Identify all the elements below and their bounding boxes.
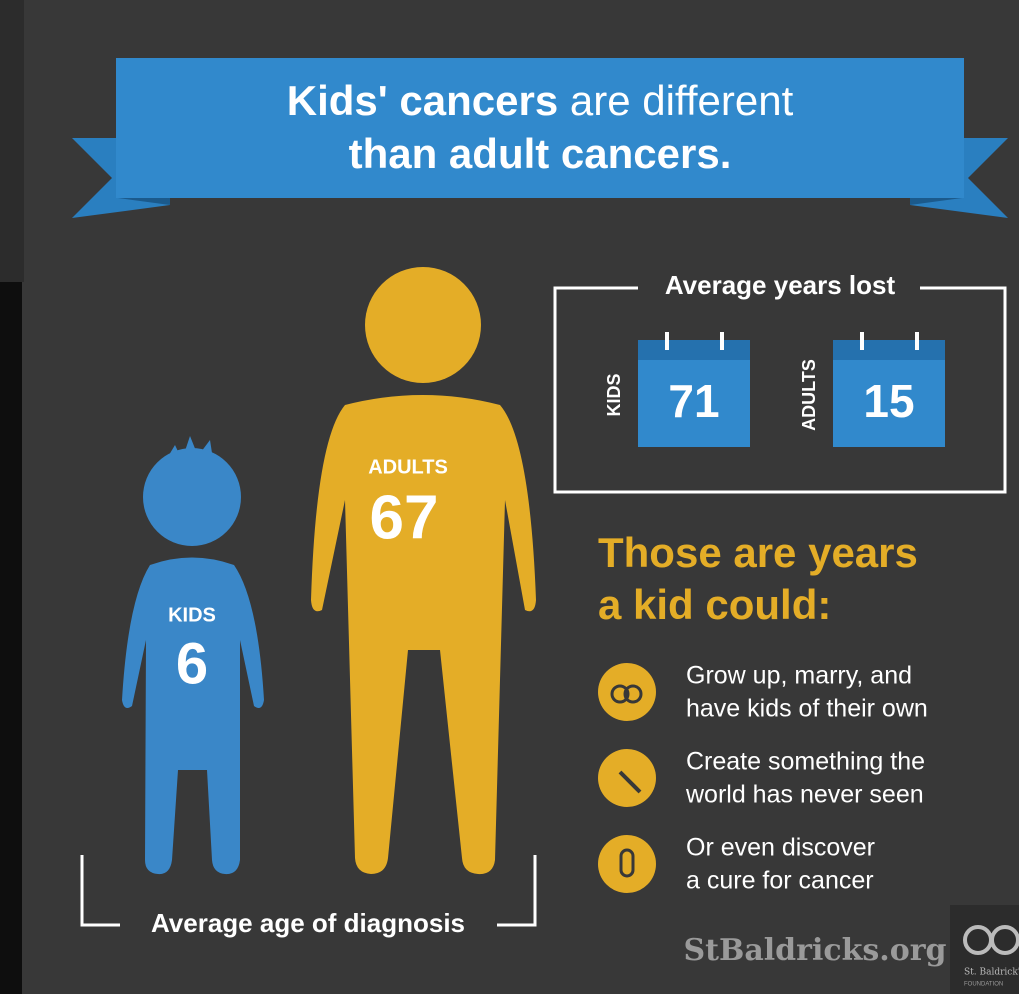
kid-body [122,557,264,875]
adults-years: 15 [863,375,914,427]
ribbon-fold-right [910,198,962,205]
kids-years: 71 [668,375,719,427]
years-label: Average years lost [665,270,896,300]
item-text: world has never seen [685,781,924,809]
logo-text: St. Baldrick's [964,968,1019,978]
possibilities-title: Those are years [598,529,918,576]
title-line-2: than adult cancers. [349,130,732,177]
item-text: Or even discover [686,834,875,862]
icon-rings-glyph [623,684,643,704]
adult-age: 67 [370,483,439,552]
icon-tube [598,835,656,893]
calendar-kids-top [638,340,750,360]
kid-label: KIDS [168,604,216,626]
icon-tube-glyph [619,848,635,878]
calendar-ring [860,332,864,350]
possibilities-title: a kid could: [598,581,831,628]
kids-years-label: KIDS [604,373,624,416]
adults-years-label: ADULTS [799,359,819,431]
edge-left [0,282,22,994]
icon-wand-glyph [618,770,642,794]
adult-head [365,267,481,383]
footer-site: StBaldricks.org [683,933,946,968]
bracket-right [497,855,537,927]
logo-mark [990,925,1019,955]
item-text: Grow up, marry, and [686,662,912,690]
calendar-ring [915,332,919,350]
kid-head [143,448,241,546]
title-line-1: Kids' cancers are different [287,77,794,124]
item-text: have kids of their own [686,695,928,723]
icon-rings-glyph [610,684,630,704]
calendar-ring [665,332,669,350]
title-bold: Kids' cancers [287,77,558,124]
years-label-bg [638,272,920,302]
item-text: Create something the [686,748,925,776]
item-text: a cure for cancer [686,867,874,895]
logo-sub: FOUNDATION [964,982,1003,988]
ribbon-fold-left [118,198,170,205]
age-label: Average age of diagnosis [151,908,465,938]
calendar-adults-top [833,340,945,360]
title-rest: are different [558,77,793,124]
adult-body [311,395,536,875]
bracket-left [80,855,120,927]
adult-label: ADULTS [368,456,448,478]
edge-top [0,0,24,282]
banner [116,58,964,198]
kid-age: 6 [176,631,208,696]
calendar-ring [720,332,724,350]
